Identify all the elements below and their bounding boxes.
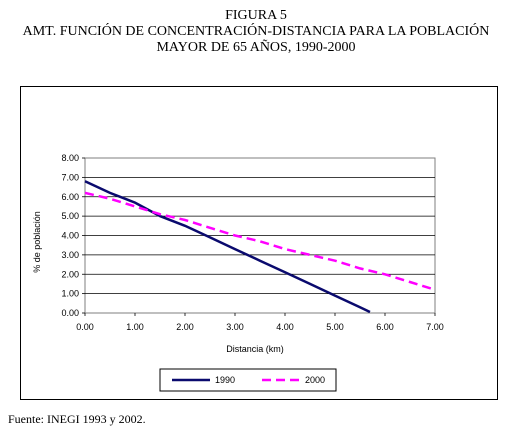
figure-title-line-1: AMT. FUNCIÓN DE CONCENTRACIÓN-DISTANCIA …	[22, 24, 490, 39]
gridlines	[85, 176, 435, 295]
y-tick-label-4: 4.00	[61, 231, 79, 241]
series-line-1990	[84, 180, 371, 314]
x-tick-label-1: 1.00	[126, 322, 144, 332]
x-tick-label-6: 6.00	[376, 322, 394, 332]
figure-title-line-2: MAYOR DE 65 AÑOS, 1990-2000	[156, 40, 356, 55]
legend-label-1990: 1990	[215, 375, 235, 385]
x-tick-label-5: 5.00	[326, 322, 344, 332]
y-tick-label-7: 7.00	[61, 172, 79, 182]
legend: 1990 2000	[172, 375, 325, 385]
y-tick-label-2: 2.00	[61, 269, 79, 279]
series-line-2000	[84, 191, 436, 291]
x-tick-label-2: 2.00	[176, 322, 194, 332]
y-axis-label: % de población	[32, 211, 42, 273]
figure-title-block: FIGURA 5 AMT. FUNCIÓN DE CONCENTRACIÓN-D…	[0, 8, 512, 56]
y-tick-label-3: 3.00	[61, 250, 79, 260]
y-tick-label-1: 1.00	[61, 289, 79, 299]
y-tick-label-5: 5.00	[61, 211, 79, 221]
x-tick-label-4: 4.00	[276, 322, 294, 332]
y-axis-ticks: 0.00 1.00 2.00 3.00 4.00 5.00 6.00 7.00 8.00	[61, 153, 85, 318]
series-lines	[84, 180, 436, 314]
legend-box	[159, 368, 337, 392]
y-tick-label-0: 0.00	[61, 308, 79, 318]
legend-label-2000: 2000	[305, 375, 325, 385]
y-tick-label-6: 6.00	[61, 192, 79, 202]
source-note: Fuente: INEGI 1993 y 2002.	[8, 412, 146, 426]
figure-number: FIGURA 5	[225, 8, 287, 23]
y-tick-label-8: 8.00	[61, 153, 79, 163]
x-axis-ticks: 0.00 1.00 2.00 3.00 4.00 5.00 6.00 7.00	[76, 313, 444, 332]
x-axis-label: Distancia (km)	[226, 344, 284, 354]
x-tick-label-7: 7.00	[426, 322, 444, 332]
x-tick-label-0: 0.00	[76, 322, 94, 332]
x-tick-label-3: 3.00	[226, 322, 244, 332]
